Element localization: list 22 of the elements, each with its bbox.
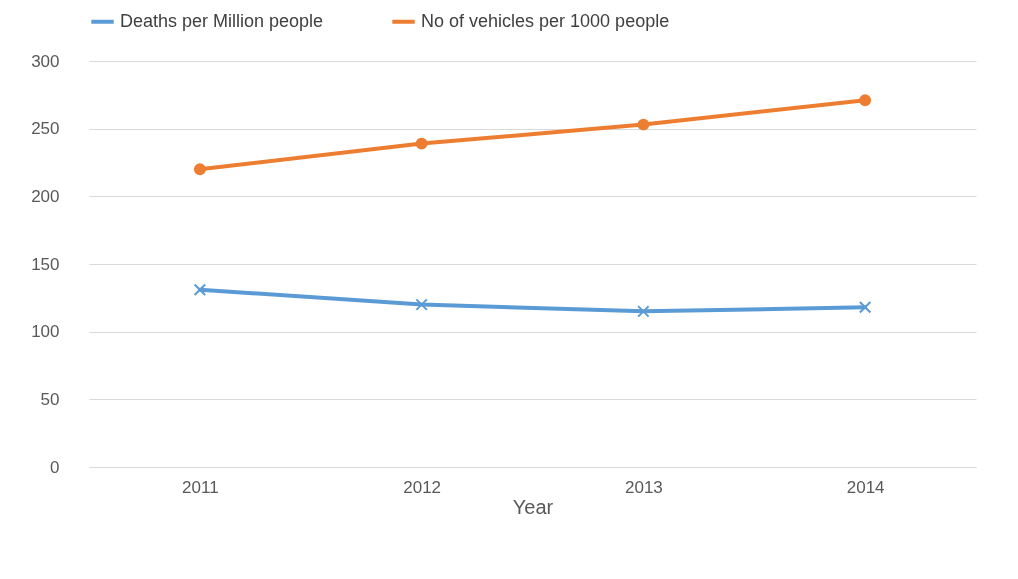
y-tick-label: 300 — [31, 51, 60, 71]
y-tick-label: 250 — [31, 119, 60, 139]
point — [193, 283, 207, 296]
point — [415, 298, 428, 311]
x-tick-label: 2011 — [182, 477, 219, 497]
point — [193, 163, 206, 176]
y-tick-label: 0 — [50, 457, 60, 477]
legend-label: No of vehicles per 1000 people — [421, 10, 670, 31]
point — [859, 94, 872, 107]
point — [415, 137, 428, 150]
y-tick-label: 50 — [40, 389, 60, 409]
point — [637, 305, 650, 318]
point — [637, 118, 650, 131]
y-tick-label: 100 — [31, 322, 60, 342]
legend-label: Deaths per Million people — [120, 10, 324, 31]
y-tick-label: 150 — [31, 254, 60, 274]
x-tick-label: 2013 — [624, 477, 663, 497]
x-tick-label: 2014 — [846, 477, 885, 497]
x-axis-title: Year — [512, 495, 554, 518]
x-tick-label: 2012 — [403, 477, 442, 497]
point — [858, 301, 872, 314]
y-tick-label: 200 — [31, 186, 60, 206]
